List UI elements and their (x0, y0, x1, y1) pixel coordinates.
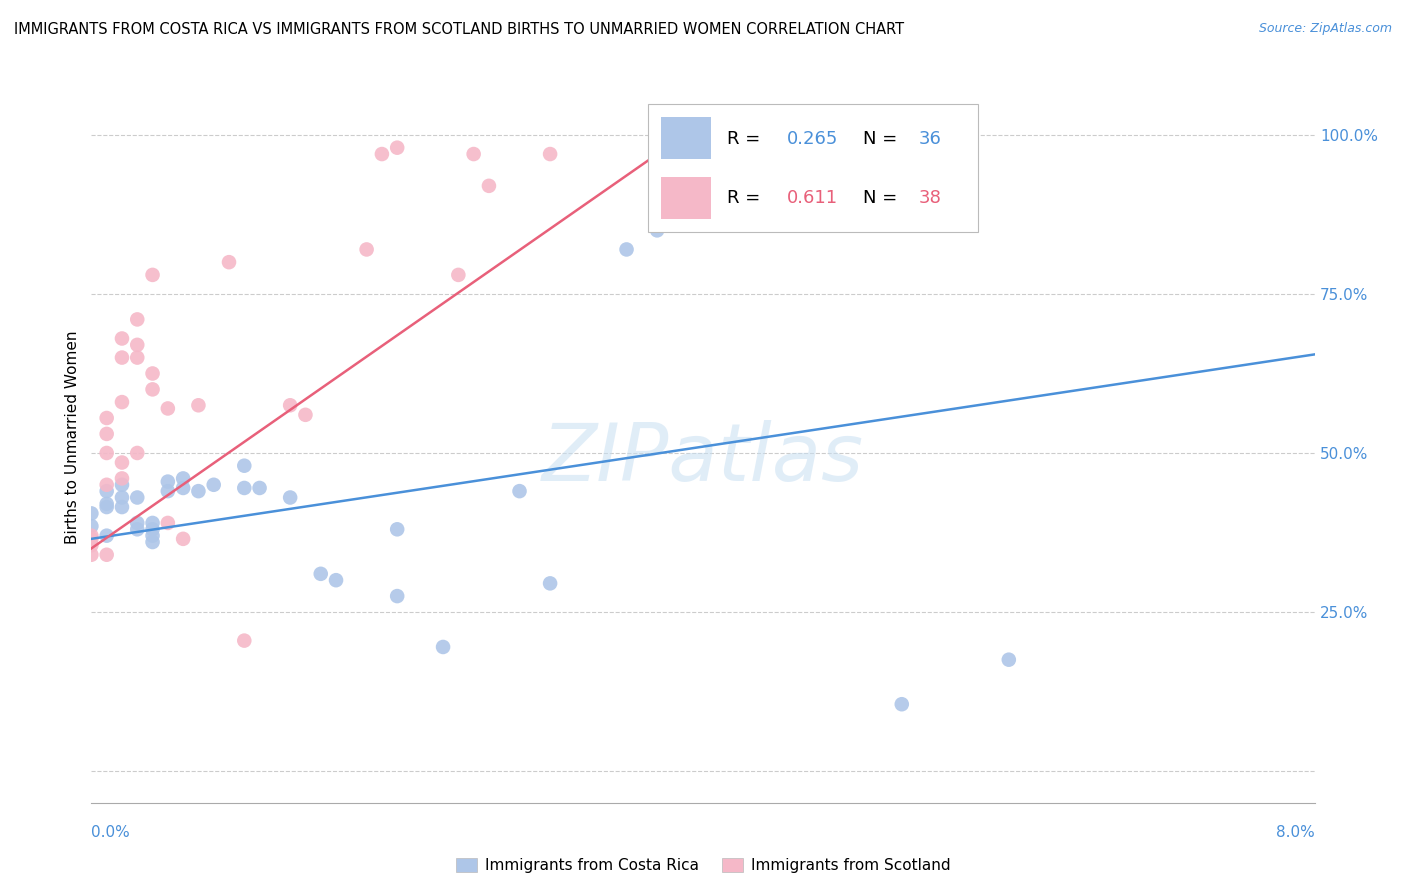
Text: 38: 38 (918, 189, 942, 207)
Point (127, 491, 149, 505)
Point (294, 408, 316, 422)
Point (325, 573, 347, 587)
Point (385, 522, 409, 536)
Point (998, 653, 1021, 667)
Point (141, 522, 163, 536)
Point (645, 223, 668, 237)
Text: R =: R = (727, 189, 766, 207)
Point (233, 458, 256, 473)
Point (538, 576, 561, 591)
Point (80, 548, 103, 562)
Point (96, 411, 118, 425)
Point (233, 481, 256, 495)
Text: ZIPatlas: ZIPatlas (541, 420, 865, 498)
Point (141, 383, 163, 397)
Point (111, 500, 134, 514)
FancyBboxPatch shape (648, 104, 979, 232)
Point (692, 147, 714, 161)
Text: IMMIGRANTS FROM COSTA RICA VS IMMIGRANTS FROM SCOTLAND BIRTHS TO UNMARRIED WOMEN: IMMIGRANTS FROM COSTA RICA VS IMMIGRANTS… (14, 22, 904, 37)
Point (127, 351, 149, 365)
Point (96, 477, 118, 491)
Text: 8.0%: 8.0% (1275, 825, 1315, 839)
Text: N =: N = (863, 189, 903, 207)
Point (141, 367, 163, 381)
Point (156, 484, 179, 499)
Point (187, 484, 209, 499)
Point (233, 633, 256, 648)
Point (432, 640, 454, 654)
Point (127, 522, 149, 536)
Point (111, 395, 134, 409)
Point (111, 351, 134, 365)
Point (371, 147, 394, 161)
Text: N =: N = (863, 130, 903, 148)
Point (141, 535, 163, 549)
Point (249, 481, 271, 495)
Point (356, 243, 378, 257)
Text: 36: 36 (918, 130, 942, 148)
Point (141, 268, 163, 282)
Point (278, 398, 301, 412)
Point (80, 529, 103, 543)
Point (187, 398, 209, 412)
Point (127, 446, 149, 460)
Point (172, 481, 194, 495)
Point (156, 401, 179, 416)
Point (509, 484, 531, 499)
Y-axis label: Births to Unmarried Women: Births to Unmarried Women (65, 330, 80, 544)
Point (538, 147, 561, 161)
Point (172, 471, 194, 485)
Point (172, 532, 194, 546)
Point (463, 147, 485, 161)
Point (127, 516, 149, 530)
Point (385, 141, 409, 155)
Point (80, 538, 103, 552)
Point (447, 268, 470, 282)
Point (141, 516, 163, 530)
Point (661, 147, 683, 161)
Point (478, 178, 501, 193)
Point (278, 491, 301, 505)
Text: 0.265: 0.265 (787, 130, 838, 148)
Point (96, 446, 118, 460)
Point (96, 500, 118, 514)
Point (96, 426, 118, 441)
Point (96, 497, 118, 511)
Point (309, 566, 332, 581)
Point (111, 331, 134, 345)
Point (202, 477, 225, 491)
Legend: Immigrants from Costa Rica, Immigrants from Scotland: Immigrants from Costa Rica, Immigrants f… (450, 852, 956, 880)
Point (616, 243, 638, 257)
Point (111, 471, 134, 485)
Point (156, 475, 179, 489)
Point (218, 255, 240, 269)
Point (111, 477, 134, 491)
Text: 0.611: 0.611 (787, 189, 838, 207)
FancyBboxPatch shape (661, 178, 710, 219)
Text: 0.0%: 0.0% (91, 825, 131, 839)
Point (890, 697, 912, 711)
Point (96, 548, 118, 562)
Point (141, 529, 163, 543)
Point (127, 338, 149, 352)
Point (127, 312, 149, 326)
Point (80, 532, 103, 546)
Point (385, 589, 409, 603)
FancyBboxPatch shape (661, 117, 710, 160)
Point (111, 456, 134, 470)
Point (111, 491, 134, 505)
Text: R =: R = (727, 130, 766, 148)
Text: Source: ZipAtlas.com: Source: ZipAtlas.com (1258, 22, 1392, 36)
Point (80, 507, 103, 521)
Point (80, 519, 103, 533)
Point (156, 516, 179, 530)
Point (96, 529, 118, 543)
Point (96, 484, 118, 499)
